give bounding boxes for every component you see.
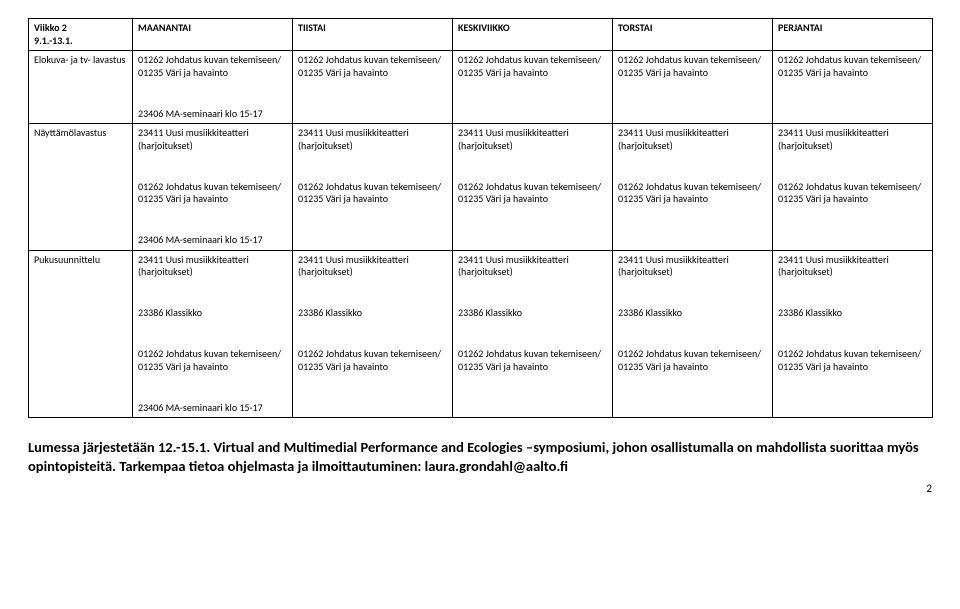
course-block xyxy=(298,328,447,341)
schedule-cell: 23411 Uusi musiikkiteatteri (harjoitukse… xyxy=(613,124,773,251)
course-block xyxy=(778,328,927,341)
schedule-cell: 23411 Uusi musiikkiteatteri (harjoitukse… xyxy=(773,124,933,251)
table-row: Pukusuunnittelu23411 Uusi musiikkiteatte… xyxy=(29,250,933,418)
schedule-cell: 01262 Johdatus kuvan tekemiseen/ 01235 V… xyxy=(133,51,293,124)
schedule-cell: 23411 Uusi musiikkiteatteri (harjoitukse… xyxy=(773,250,933,418)
course-block xyxy=(778,287,927,300)
course-block: 23411 Uusi musiikkiteatteri (harjoitukse… xyxy=(138,254,287,279)
course-block: 01262 Johdatus kuvan tekemiseen/ 01235 V… xyxy=(618,348,767,373)
schedule-cell: 23411 Uusi musiikkiteatteri (harjoitukse… xyxy=(613,250,773,418)
course-block: 23406 MA-seminaari klo 15-17 xyxy=(138,108,287,121)
day-header: PERJANTAI xyxy=(773,19,933,51)
row-label: Elokuva- ja tv- lavastus xyxy=(29,51,133,124)
course-block xyxy=(138,287,287,300)
week-header: Viikko 2 9.1.-13.1. xyxy=(29,19,133,51)
course-block: 01262 Johdatus kuvan tekemiseen/ 01235 V… xyxy=(778,348,927,373)
row-label: Näyttämölavastus xyxy=(29,124,133,251)
course-block: 01262 Johdatus kuvan tekemiseen/ 01235 V… xyxy=(298,54,447,79)
page-number: 2 xyxy=(28,482,932,495)
course-block xyxy=(458,287,607,300)
schedule-cell: 23411 Uusi musiikkiteatteri (harjoitukse… xyxy=(293,124,453,251)
day-header: TORSTAI xyxy=(613,19,773,51)
footnote-text: Lumessa järjestetään 12.-15.1. Virtual a… xyxy=(28,438,932,476)
course-block xyxy=(618,287,767,300)
course-block xyxy=(298,160,447,173)
course-block xyxy=(298,287,447,300)
course-block: 01262 Johdatus kuvan tekemiseen/ 01235 V… xyxy=(458,181,607,206)
course-block: 23386 Klassikko xyxy=(778,307,927,320)
course-block xyxy=(138,160,287,173)
course-block: 23411 Uusi musiikkiteatteri (harjoitukse… xyxy=(298,127,447,152)
day-header: MAANANTAI xyxy=(133,19,293,51)
course-block: 01262 Johdatus kuvan tekemiseen/ 01235 V… xyxy=(298,348,447,373)
schedule-cell: 23411 Uusi musiikkiteatteri (harjoitukse… xyxy=(453,250,613,418)
header-row: Viikko 2 9.1.-13.1. MAANANTAI TIISTAI KE… xyxy=(29,19,933,51)
course-block: 01262 Johdatus kuvan tekemiseen/ 01235 V… xyxy=(618,181,767,206)
course-block xyxy=(138,87,287,100)
course-block: 23411 Uusi musiikkiteatteri (harjoitukse… xyxy=(458,127,607,152)
course-block: 01262 Johdatus kuvan tekemiseen/ 01235 V… xyxy=(298,181,447,206)
course-block xyxy=(618,328,767,341)
table-row: Elokuva- ja tv- lavastus01262 Johdatus k… xyxy=(29,51,933,124)
schedule-cell: 23411 Uusi musiikkiteatteri (harjoitukse… xyxy=(133,124,293,251)
course-block: 23411 Uusi musiikkiteatteri (harjoitukse… xyxy=(138,127,287,152)
course-block: 23406 MA-seminaari klo 15-17 xyxy=(138,402,287,415)
course-block: 23411 Uusi musiikkiteatteri (harjoitukse… xyxy=(778,127,927,152)
course-block xyxy=(778,160,927,173)
course-block: 23411 Uusi musiikkiteatteri (harjoitukse… xyxy=(298,254,447,279)
course-block xyxy=(458,328,607,341)
course-block xyxy=(138,381,287,394)
course-block xyxy=(138,328,287,341)
course-block xyxy=(618,160,767,173)
course-block: 01262 Johdatus kuvan tekemiseen/ 01235 V… xyxy=(138,181,287,206)
schedule-cell: 23411 Uusi musiikkiteatteri (harjoitukse… xyxy=(293,250,453,418)
course-block xyxy=(138,214,287,227)
schedule-cell: 23411 Uusi musiikkiteatteri (harjoitukse… xyxy=(133,250,293,418)
course-block: 23411 Uusi musiikkiteatteri (harjoitukse… xyxy=(618,254,767,279)
course-block: 23406 MA-seminaari klo 15-17 xyxy=(138,234,287,247)
course-block: 01262 Johdatus kuvan tekemiseen/ 01235 V… xyxy=(778,181,927,206)
schedule-cell: 01262 Johdatus kuvan tekemiseen/ 01235 V… xyxy=(293,51,453,124)
course-block: 01262 Johdatus kuvan tekemiseen/ 01235 V… xyxy=(458,348,607,373)
schedule-cell: 01262 Johdatus kuvan tekemiseen/ 01235 V… xyxy=(453,51,613,124)
course-block: 23411 Uusi musiikkiteatteri (harjoitukse… xyxy=(778,254,927,279)
course-block xyxy=(458,160,607,173)
schedule-table: Viikko 2 9.1.-13.1. MAANANTAI TIISTAI KE… xyxy=(28,18,933,418)
course-block: 01262 Johdatus kuvan tekemiseen/ 01235 V… xyxy=(618,54,767,79)
course-block: 01262 Johdatus kuvan tekemiseen/ 01235 V… xyxy=(778,54,927,79)
schedule-cell: 01262 Johdatus kuvan tekemiseen/ 01235 V… xyxy=(773,51,933,124)
course-block: 01262 Johdatus kuvan tekemiseen/ 01235 V… xyxy=(458,54,607,79)
schedule-cell: 01262 Johdatus kuvan tekemiseen/ 01235 V… xyxy=(613,51,773,124)
course-block: 23386 Klassikko xyxy=(138,307,287,320)
course-block: 01262 Johdatus kuvan tekemiseen/ 01235 V… xyxy=(138,348,287,373)
table-row: Näyttämölavastus23411 Uusi musiikkiteatt… xyxy=(29,124,933,251)
course-block: 23411 Uusi musiikkiteatteri (harjoitukse… xyxy=(618,127,767,152)
row-label: Pukusuunnittelu xyxy=(29,250,133,418)
course-block: 23411 Uusi musiikkiteatteri (harjoitukse… xyxy=(458,254,607,279)
course-block: 23386 Klassikko xyxy=(298,307,447,320)
course-block: 01262 Johdatus kuvan tekemiseen/ 01235 V… xyxy=(138,54,287,79)
day-header: TIISTAI xyxy=(293,19,453,51)
course-block: 23386 Klassikko xyxy=(458,307,607,320)
day-header: KESKIVIIKKO xyxy=(453,19,613,51)
schedule-cell: 23411 Uusi musiikkiteatteri (harjoitukse… xyxy=(453,124,613,251)
course-block: 23386 Klassikko xyxy=(618,307,767,320)
